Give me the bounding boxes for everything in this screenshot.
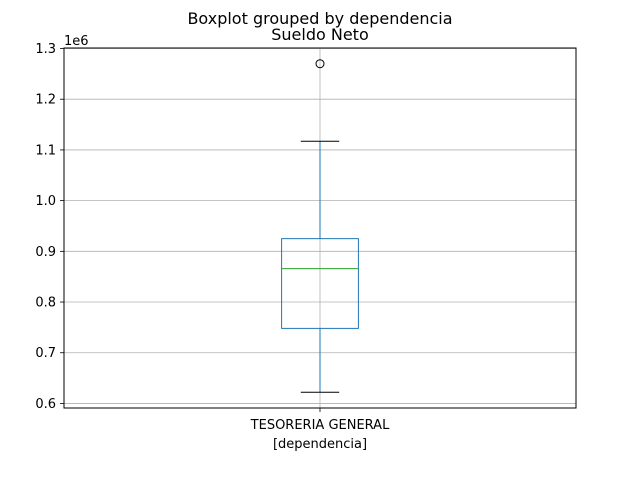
y-tick-label: 0.9 [35,245,56,260]
y-axis-ticks: 0.6 0.7 0.8 0.9 1.0 1.1 1.2 1.3 [35,42,64,412]
box-layer [281,59,359,393]
x-axis-label: [dependencia] [273,437,367,452]
y-tick-label: 0.8 [35,296,56,311]
chart-suptitle: Boxplot grouped by dependencia [187,9,452,28]
y-tick-label: 1.2 [35,93,56,108]
x-axis-ticks: TESORERIA GENERAL [250,408,390,433]
outlier-point [315,59,325,69]
x-tick-label: TESORERIA GENERAL [250,418,390,433]
y-tick-label: 1.3 [35,42,56,57]
y-tick-label: 0.6 [35,397,56,412]
iqr-box [281,238,359,329]
y-tick-label: 1.1 [35,143,56,158]
chart-title: Sueldo Neto [271,25,369,44]
y-offset-label: 1e6 [64,34,89,49]
y-tick-label: 0.7 [35,346,56,361]
y-tick-label: 1.0 [35,194,56,209]
